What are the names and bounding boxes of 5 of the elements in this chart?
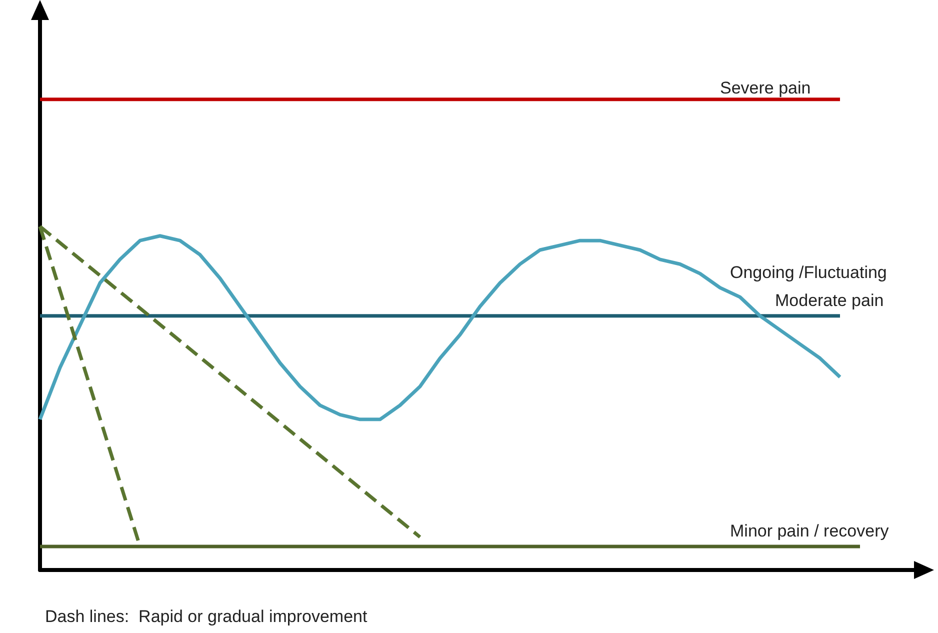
series-label: Minor pain / recovery	[730, 521, 890, 540]
text: Dash lines: Rapid or gradual improvement	[45, 607, 368, 626]
series-label: Moderate pain	[775, 290, 884, 310]
series-label: Severe pain	[720, 78, 811, 98]
series-label: Ongoing /Fluctuating	[730, 263, 887, 282]
